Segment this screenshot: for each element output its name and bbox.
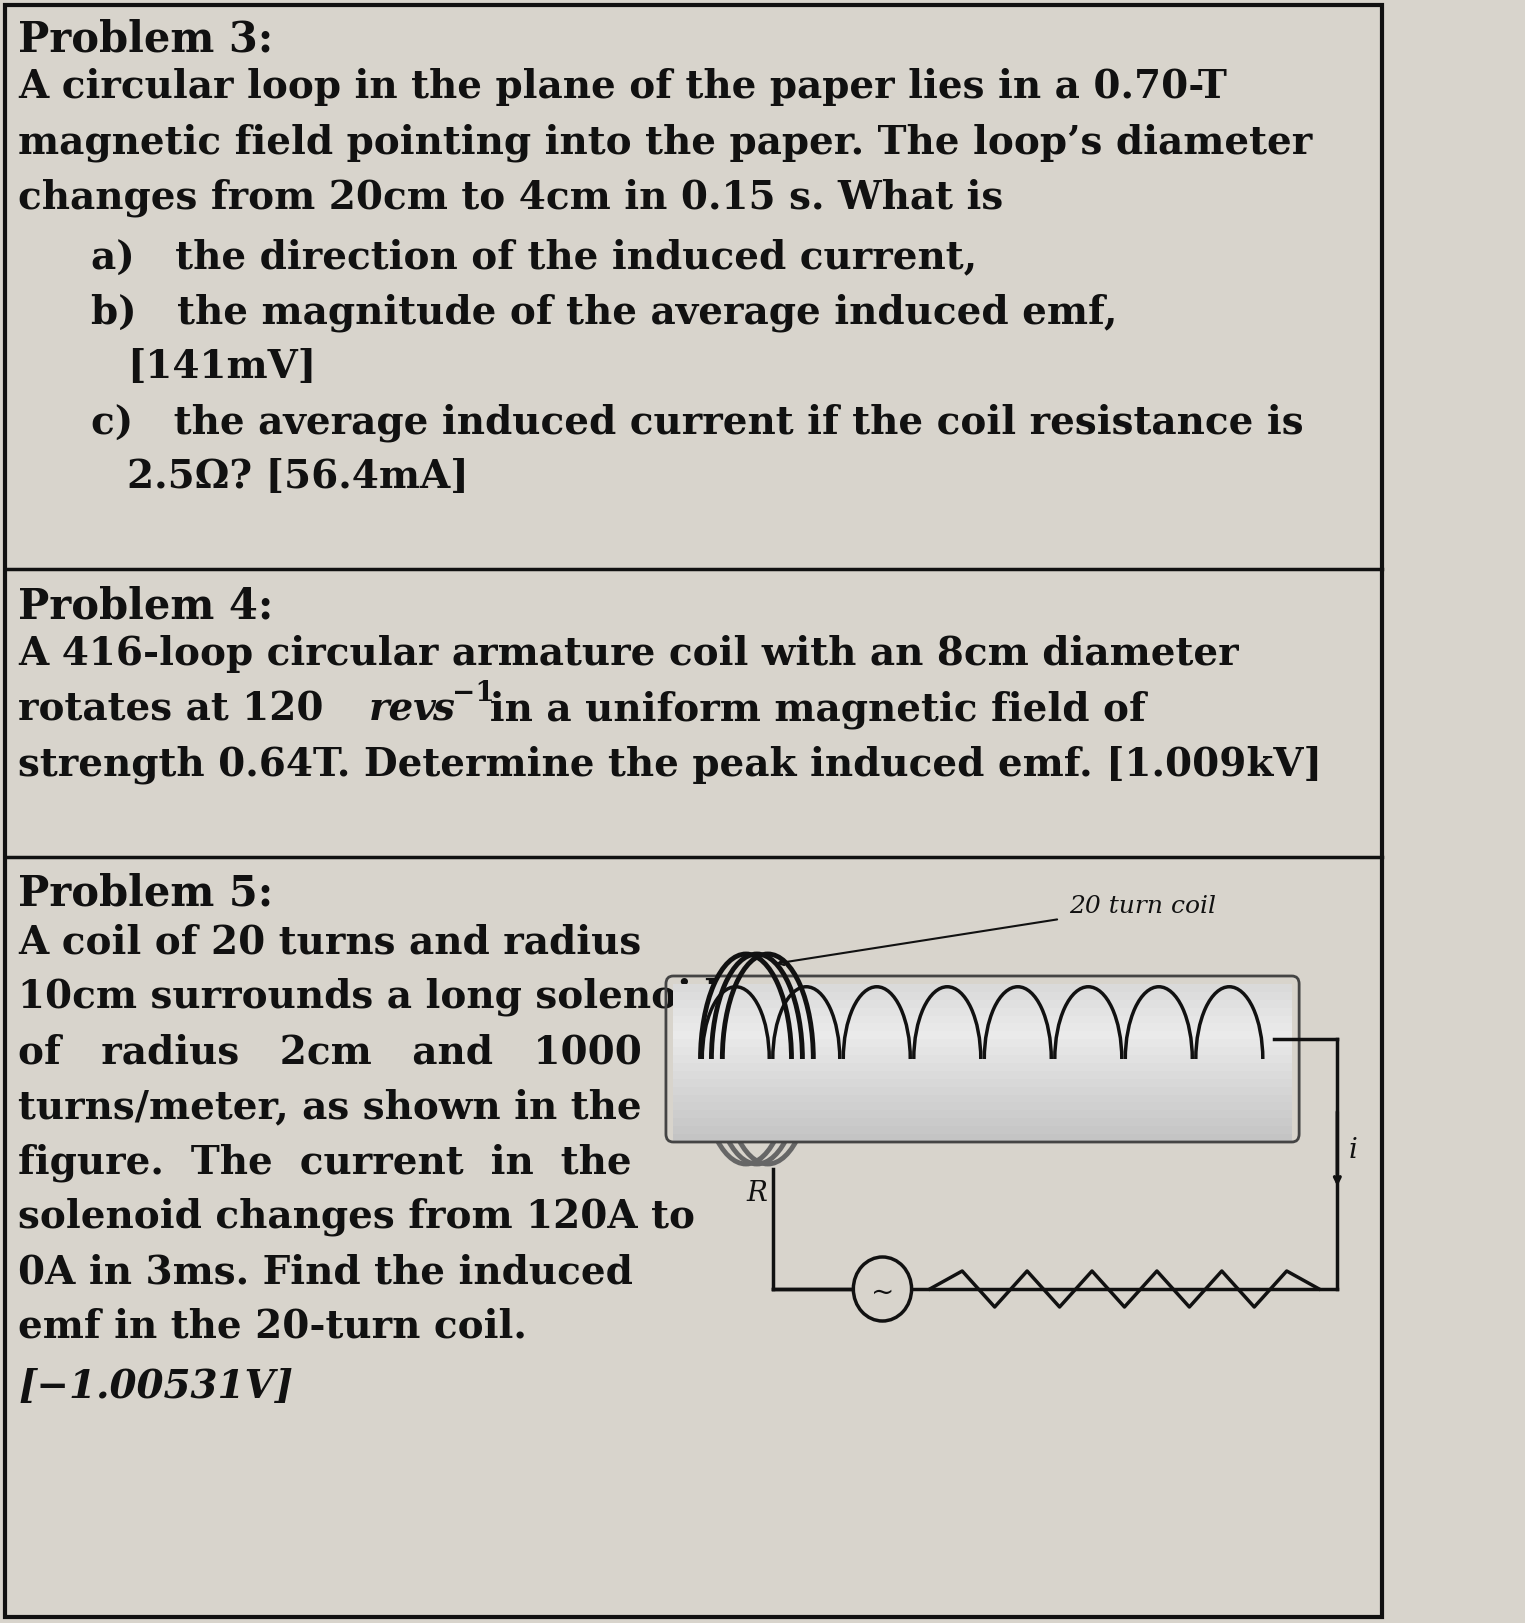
FancyBboxPatch shape — [673, 1047, 1292, 1057]
FancyBboxPatch shape — [673, 1102, 1292, 1112]
Text: Problem 4:: Problem 4: — [18, 584, 273, 626]
Text: 0A in 3ms. Find the induced: 0A in 3ms. Find the induced — [18, 1253, 633, 1290]
FancyBboxPatch shape — [673, 985, 1292, 993]
FancyBboxPatch shape — [673, 1071, 1292, 1079]
Text: [141mV]: [141mV] — [128, 347, 317, 386]
FancyBboxPatch shape — [673, 1000, 1292, 1010]
Text: magnetic field pointing into the paper. The loop’s diameter: magnetic field pointing into the paper. … — [18, 123, 1313, 161]
FancyBboxPatch shape — [673, 1126, 1292, 1136]
Text: of   radius   2cm   and   1000: of radius 2cm and 1000 — [18, 1032, 642, 1070]
Text: −1: −1 — [451, 680, 494, 706]
Circle shape — [854, 1258, 912, 1321]
Text: [−1.00531V]: [−1.00531V] — [18, 1367, 293, 1406]
Text: 20 turn coil: 20 turn coil — [1069, 894, 1215, 917]
Text: rev: rev — [369, 690, 436, 727]
Text: a)   the direction of the induced current,: a) the direction of the induced current, — [92, 239, 978, 276]
Text: i: i — [1348, 1136, 1357, 1162]
Text: turns/meter, as shown in the: turns/meter, as shown in the — [18, 1087, 642, 1125]
Text: A circular loop in the plane of the paper lies in a 0.70-T: A circular loop in the plane of the pape… — [18, 68, 1228, 105]
Text: b)   the magnitude of the average induced emf,: b) the magnitude of the average induced … — [92, 292, 1118, 331]
Text: changes from 20cm to 4cm in 0.15 s. What is: changes from 20cm to 4cm in 0.15 s. What… — [18, 179, 1003, 216]
FancyBboxPatch shape — [673, 1055, 1292, 1065]
FancyBboxPatch shape — [673, 1024, 1292, 1032]
Text: emf in the 20-turn coil.: emf in the 20-turn coil. — [18, 1307, 528, 1345]
FancyBboxPatch shape — [673, 992, 1292, 1001]
FancyBboxPatch shape — [673, 1087, 1292, 1096]
Text: figure.  The  current  in  the: figure. The current in the — [18, 1143, 631, 1182]
FancyBboxPatch shape — [673, 1032, 1292, 1040]
Text: strength 0.64T. Determine the peak induced emf. [1.009kV]: strength 0.64T. Determine the peak induc… — [18, 745, 1322, 782]
FancyBboxPatch shape — [673, 1008, 1292, 1018]
Text: solenoid changes from 120A to: solenoid changes from 120A to — [18, 1198, 695, 1235]
Text: Problem 5:: Problem 5: — [18, 873, 273, 914]
Text: in a uniform magnetic field of: in a uniform magnetic field of — [482, 690, 1145, 729]
FancyBboxPatch shape — [673, 1063, 1292, 1073]
FancyBboxPatch shape — [673, 1040, 1292, 1048]
FancyBboxPatch shape — [673, 1096, 1292, 1104]
Text: c)   the average induced current if the coil resistance is: c) the average induced current if the co… — [92, 403, 1304, 441]
FancyBboxPatch shape — [673, 1016, 1292, 1024]
Text: rotates at 120: rotates at 120 — [18, 690, 331, 727]
Text: ~: ~ — [871, 1279, 894, 1305]
Text: s: s — [432, 690, 454, 727]
FancyBboxPatch shape — [673, 1079, 1292, 1087]
Text: R: R — [746, 1180, 767, 1206]
Text: A 416-loop circular armature coil with an 8cm diameter: A 416-loop circular armature coil with a… — [18, 635, 1238, 672]
Text: A coil of 20 turns and radius: A coil of 20 turns and radius — [18, 922, 642, 961]
Text: 2.5Ω? [56.4mA]: 2.5Ω? [56.4mA] — [128, 458, 470, 495]
FancyBboxPatch shape — [673, 1134, 1292, 1143]
Text: 10cm surrounds a long solenoid: 10cm surrounds a long solenoid — [18, 977, 720, 1016]
FancyBboxPatch shape — [673, 1110, 1292, 1120]
FancyBboxPatch shape — [673, 1118, 1292, 1128]
Text: Problem 3:: Problem 3: — [18, 18, 273, 60]
